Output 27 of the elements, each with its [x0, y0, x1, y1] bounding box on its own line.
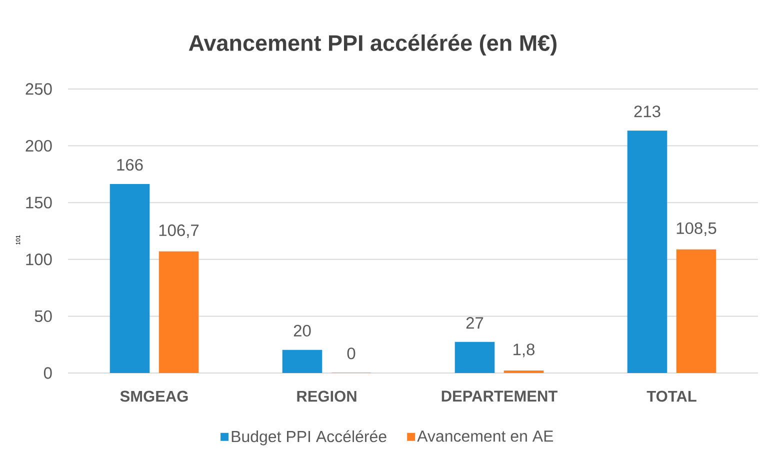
x-tick-label: DEPARTEMENT: [442, 390, 558, 402]
bar: [158, 251, 199, 373]
data-label: 108,5: [676, 222, 716, 236]
legend-label: Budget PPI Accélérée: [232, 430, 386, 446]
x-tick-label: REGION: [297, 390, 356, 402]
data-label: 0: [347, 348, 356, 360]
bar: [282, 350, 322, 373]
y-tick-label: 0: [44, 367, 52, 379]
bar: [627, 130, 668, 373]
y-tick-label: 50: [34, 310, 52, 322]
data-label: 20: [294, 324, 311, 337]
y-tick-label: 150: [26, 196, 52, 208]
data-label: 106,7: [159, 224, 199, 238]
chart-title: Avancement PPI accélérée (en M€): [188, 34, 556, 56]
bar: [110, 184, 150, 373]
data-label: 166: [117, 158, 143, 171]
y-tick-label: 250: [26, 83, 52, 95]
x-tick-label: TOTAL: [646, 390, 696, 402]
y-tick-label: 200: [26, 140, 52, 152]
bar: [676, 249, 716, 373]
data-label: 27: [466, 317, 484, 329]
legend-label: Avancement en AE: [417, 430, 554, 442]
data-label: 213: [634, 106, 660, 118]
y-tick-label: 100: [26, 254, 52, 266]
x-tick-label: SMGEAG: [120, 390, 188, 402]
data-label: 1,8: [514, 344, 534, 358]
bar: [454, 342, 495, 373]
